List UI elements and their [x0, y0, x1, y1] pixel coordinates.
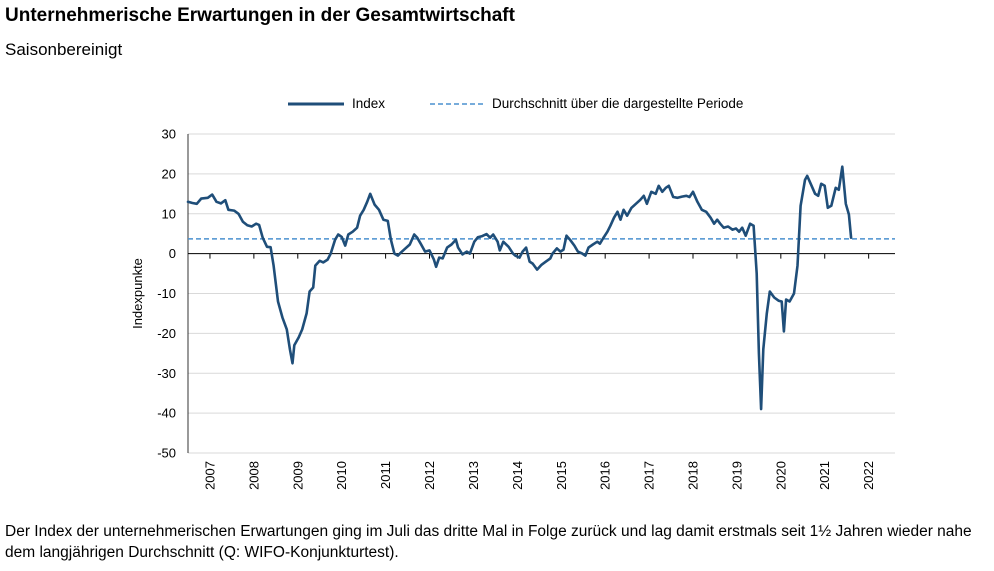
chart-caption: Der Index der unternehmerischen Erwartun… [5, 523, 972, 561]
y-tick-label: -30 [157, 366, 176, 381]
x-axis: 2007 2008 2009 2010 2011 2012 2013 2014 2015 2016… [188, 253, 895, 490]
legend-index-label: Index [352, 96, 385, 111]
x-tick-label: 2020 [773, 461, 788, 490]
y-tick-label: 30 [162, 127, 176, 142]
y-tick-label: 20 [162, 166, 176, 181]
legend: Index Durchschnitt über die dargestellte… [288, 96, 743, 111]
legend-average-label: Durchschnitt über die dargestellte Perio… [492, 96, 743, 111]
index-series-line [186, 165, 853, 411]
x-tick-label: 2010 [334, 461, 349, 490]
y-tick-label: -20 [157, 326, 176, 341]
x-tick-label: 2018 [686, 461, 701, 490]
x-tick-label: 2022 [861, 461, 876, 490]
x-tick-label: 2016 [598, 461, 613, 490]
x-tick-label: 2013 [466, 461, 481, 490]
y-tick-label: 10 [162, 206, 176, 221]
x-tick-label: 2021 [817, 461, 832, 490]
y-tick-label: -50 [157, 446, 176, 461]
x-tick-label: 2015 [554, 461, 569, 490]
x-tick-label: 2009 [290, 461, 305, 490]
x-tick-label: 2014 [510, 461, 525, 490]
x-tick-label: 2007 [202, 461, 217, 490]
x-tick-label: 2012 [422, 461, 437, 490]
x-tick-label: 2008 [246, 461, 261, 490]
y-axis-label: Indexpunkte [130, 258, 145, 329]
y-axis: 30 20 10 0 -10 -20 -30 -40 -50 [157, 127, 189, 461]
grid-lines [188, 133, 895, 454]
y-tick-label: -10 [157, 286, 176, 301]
chart-title: Unternehmerische Erwartungen in der Gesa… [5, 5, 515, 26]
x-tick-label: 2011 [378, 461, 393, 489]
x-tick-label: 2019 [729, 461, 744, 490]
y-tick-label: 0 [169, 246, 176, 261]
y-tick-label: -40 [157, 406, 176, 421]
x-tick-label: 2017 [642, 461, 657, 490]
chart-subtitle: Saisonbereinigt [5, 40, 123, 59]
